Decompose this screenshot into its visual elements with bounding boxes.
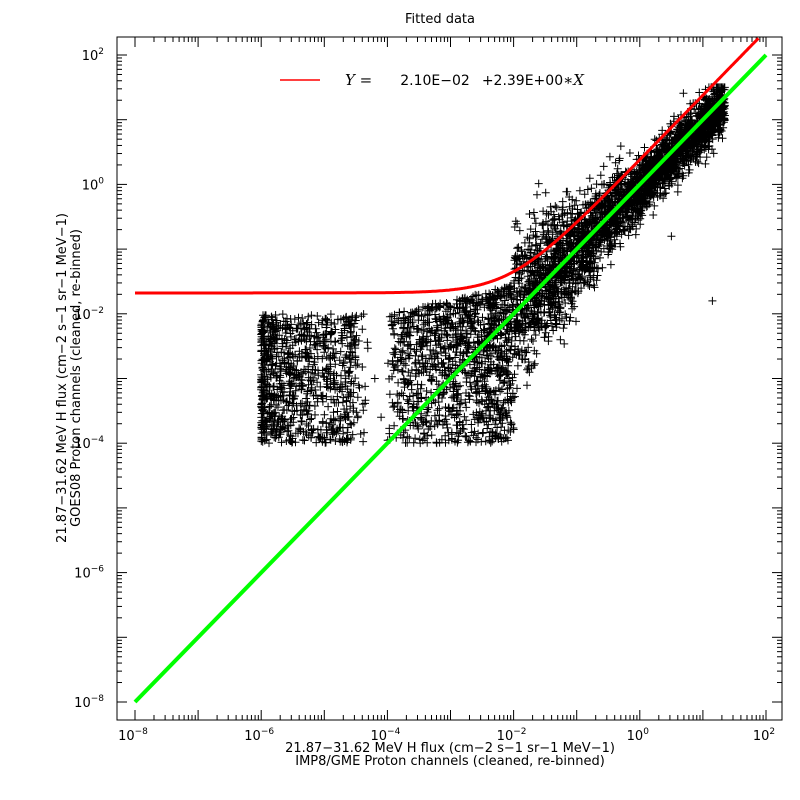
- x-tick-label: 10−8: [118, 727, 148, 744]
- identity-line: [133, 53, 768, 704]
- x-tick-label: 10−4: [370, 727, 400, 744]
- x-axis-label-secondary: IMP8/GME Proton channels (cleaned, re-bi…: [295, 754, 605, 769]
- y-tick-label: 10−8: [74, 694, 104, 711]
- scatter-markers: [257, 83, 729, 448]
- x-tick-label: 10−6: [244, 727, 274, 744]
- y-tick-label: 10−4: [74, 435, 104, 452]
- y-tick-label: 10−2: [74, 306, 104, 323]
- y-axis-label: 21.87−31.62 MeV H flux (cm−2 s−1 sr−1 Me…: [55, 213, 70, 543]
- y-tick-label: 100: [82, 176, 105, 193]
- chart-title: Fitted data: [405, 12, 475, 27]
- y-tick-label: 102: [82, 47, 104, 64]
- x-tick-label: 10−2: [497, 727, 527, 744]
- y-axis-ticks: 10−8 10−6 10−4 10−2 100 102: [74, 47, 782, 711]
- y-tick-label: 10−6: [74, 565, 104, 582]
- legend: Y = 2.10E−02 +2.39E+00∗X: [280, 71, 585, 89]
- x-tick-label: 102: [753, 727, 775, 744]
- x-axis-ticks: 10−8 10−6 10−4 10−2 100 102: [118, 37, 775, 744]
- x-tick-label: 100: [627, 727, 650, 744]
- plot-area: 10−8 10−6 10−4 10−2 100 102 10−810−610−410−21…: [74, 36, 783, 744]
- fit-line: [135, 37, 760, 295]
- scatter-points: [257, 83, 729, 448]
- y-axis-label-secondary: GOES08 Proton channels (cleaned, re-binn…: [69, 229, 84, 527]
- legend-fit-equation: Y = 2.10E−02 +2.39E+00∗X: [345, 71, 585, 89]
- x-axis-label: 21.87−31.62 MeV H flux (cm−2 s−1 sr−1 Me…: [285, 741, 615, 756]
